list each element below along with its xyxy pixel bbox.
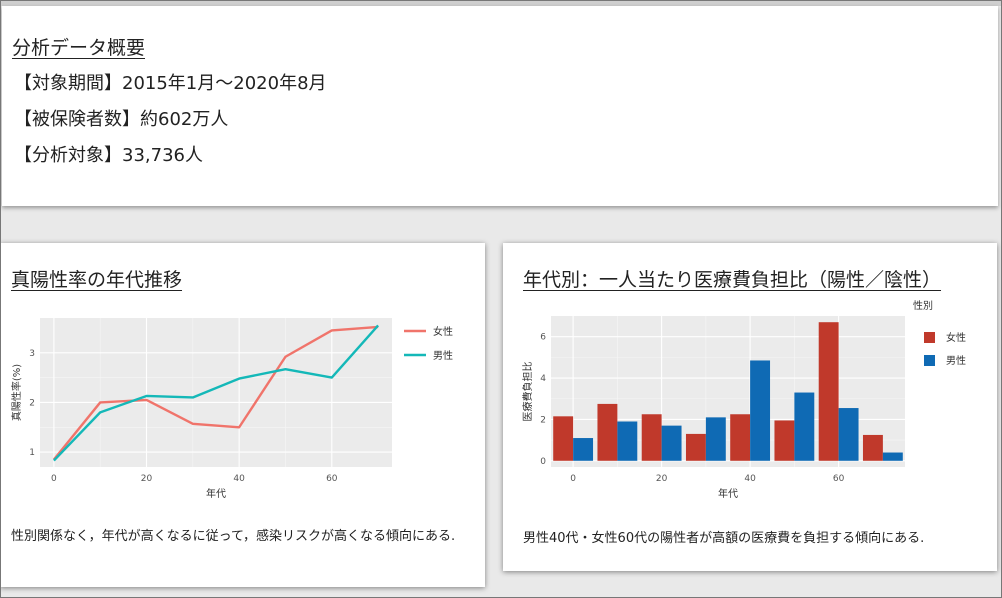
x-tick-label: 60	[833, 474, 845, 484]
bar-male	[573, 438, 594, 461]
bar-male	[750, 360, 771, 461]
bar-female	[685, 433, 706, 461]
bar-female	[774, 420, 795, 461]
medical-cost-card: 年代別：一人当たり医療費負担比（陽性／陰性） 0 20 40 60 0 2 4 6 年代 医療費負…	[503, 243, 997, 571]
series-line-male	[53, 324, 380, 462]
data-summary-card: 分析データ概要 【対象期間】2015年1月～2020年8月 【被保険者数】約60…	[2, 6, 998, 206]
y-tick-label: 4	[540, 374, 546, 384]
bar-female	[641, 414, 662, 461]
positive-rate-title: 真陽性率の年代推移	[11, 269, 183, 291]
bar-male	[838, 408, 859, 461]
bar-female	[597, 403, 618, 461]
plot-panel	[40, 318, 392, 467]
legend-key-male	[924, 355, 935, 366]
medical-cost-title: 年代別：一人当たり医療費負担比（陽性／陰性）	[523, 269, 942, 291]
bar-male	[794, 392, 815, 461]
insured-count-text: 【被保険者数】約602万人	[14, 109, 229, 130]
y-tick-label: 1	[29, 448, 35, 458]
legend-key-female	[924, 332, 935, 343]
x-axis-title: 年代	[206, 487, 226, 500]
legend-title: 性別	[913, 299, 933, 312]
y-tick-label: 2	[540, 415, 546, 425]
series-line-female	[52, 325, 379, 461]
bar-male	[705, 417, 726, 461]
legend-label: 男性	[946, 354, 966, 367]
x-tick-label: 0	[570, 474, 576, 484]
x-tick-label: 20	[141, 474, 153, 484]
medical-cost-note: 男性40代・女性60代の陽性者が高額の医療費を負担する傾向にある.	[523, 531, 925, 546]
y-tick-label: 2	[29, 398, 35, 408]
positive-rate-card: 真陽性率の年代推移 0 20 40 60 1 2 3 年代 真陽性率(%) 女性男性 性別関係なく…	[0, 243, 485, 587]
bar-female	[730, 414, 751, 461]
x-axis-title: 年代	[718, 487, 738, 500]
legend-label: 女性	[433, 325, 453, 338]
bar-female	[818, 322, 839, 461]
x-tick-label: 20	[656, 474, 668, 484]
y-axis-title: 医療費負担比	[521, 362, 534, 422]
y-tick-label: 6	[540, 333, 546, 343]
summary-title: 分析データ概要	[12, 37, 146, 59]
target-count-text: 【分析対象】33,736人	[14, 145, 203, 166]
bar-female	[553, 416, 574, 461]
x-tick-label: 60	[326, 474, 338, 484]
legend-label: 男性	[433, 349, 453, 362]
y-axis-title: 真陽性率(%)	[10, 364, 23, 421]
legend-label: 女性	[946, 331, 966, 344]
window-top-edge	[0, 0, 1002, 6]
y-tick-label: 0	[540, 457, 546, 467]
y-tick-label: 3	[29, 349, 35, 359]
bar-female	[862, 434, 883, 461]
period-text: 【対象期間】2015年1月～2020年8月	[14, 73, 327, 94]
x-tick-label: 40	[744, 474, 756, 484]
x-tick-label: 40	[233, 474, 245, 484]
bar-male	[661, 425, 682, 461]
bar-male	[617, 421, 638, 461]
positive-rate-note: 性別関係なく，年代が高くなるに従って，感染リスクが高くなる傾向にある.	[11, 529, 456, 544]
bar-male	[882, 452, 903, 461]
x-tick-label: 0	[51, 474, 57, 484]
